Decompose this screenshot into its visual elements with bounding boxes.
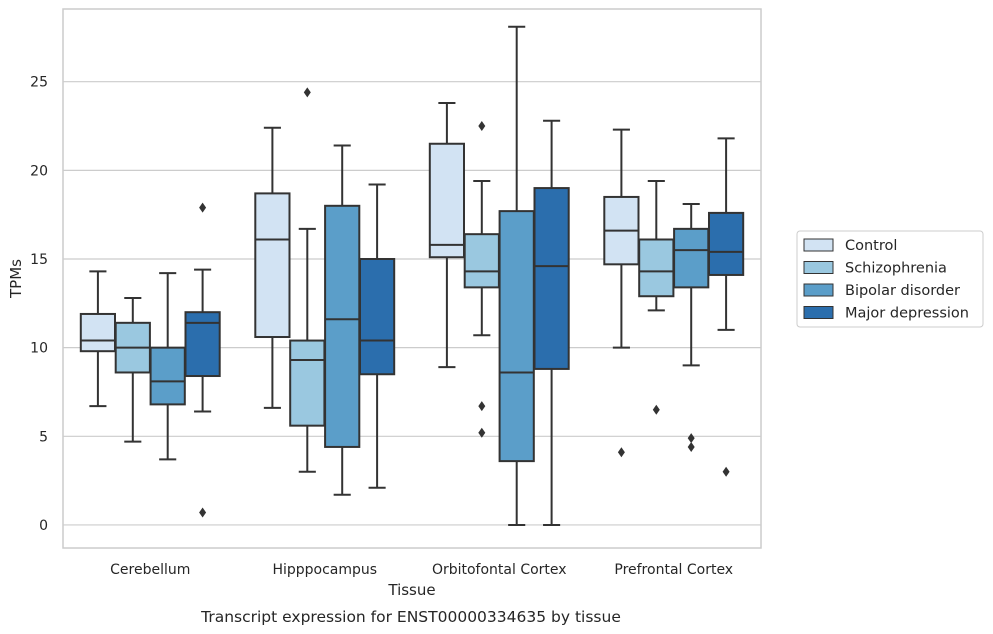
y-tick-label: 10 (30, 341, 48, 357)
outlier-point (687, 441, 695, 452)
box (533, 187, 570, 370)
y-tick-labels: 0 5 10 15 20 25 (30, 75, 48, 534)
legend-entry: Schizophrenia (845, 261, 947, 277)
outlier-point (722, 466, 730, 477)
x-tick-labels: Cerebellum Hipppocampus Orbitofontal Corte… (110, 562, 733, 578)
outlier-point (199, 507, 207, 518)
box-group (289, 87, 326, 473)
box-group (358, 183, 396, 489)
legend-entry: Bipolar disorder (845, 283, 960, 299)
box-group (324, 144, 361, 496)
box-group (638, 179, 675, 415)
box-group (428, 101, 466, 369)
box (254, 192, 291, 339)
figure-caption: Transcript expression for ENST0000033463… (200, 608, 621, 626)
outlier-point (478, 401, 486, 412)
box (324, 204, 361, 448)
box-group (603, 128, 640, 458)
y-tick-label: 5 (39, 429, 48, 445)
legend: Control Schizophrenia Bipolar disorder Majo… (796, 230, 984, 328)
box (428, 142, 466, 259)
box-group (533, 119, 570, 526)
box-group (673, 203, 710, 452)
outlier-point (199, 202, 207, 213)
box-group (114, 297, 151, 443)
outlier-point (652, 404, 660, 415)
box (498, 210, 535, 463)
legend-swatch (803, 238, 834, 252)
legend-swatch (803, 283, 834, 297)
legend-frame (796, 230, 984, 328)
box (358, 257, 396, 376)
box (79, 312, 117, 353)
box-group (498, 25, 535, 526)
x-tick-label: Cerebellum (110, 562, 190, 578)
x-tick-label: Orbitofontal Cortex (432, 562, 567, 578)
box (463, 233, 500, 289)
outlier-point (303, 87, 311, 98)
y-tick-label: 20 (30, 163, 48, 179)
box-group (184, 202, 221, 518)
x-axis-label: Tissue (387, 581, 435, 599)
x-tick-label: Hipppocampus (272, 562, 377, 578)
outlier-point (617, 447, 625, 458)
box-group (707, 137, 745, 477)
legend-swatch (803, 306, 834, 319)
y-tick-label: 15 (30, 252, 48, 268)
plot-frame (62, 8, 762, 549)
box-group (254, 126, 291, 409)
box-group (79, 270, 117, 408)
box (638, 238, 675, 298)
boxes (79, 25, 745, 526)
y-tick-label: 25 (30, 75, 48, 91)
box-group (149, 272, 186, 461)
box-group (463, 121, 500, 438)
y-tick-label: 0 (39, 518, 48, 534)
box (184, 311, 221, 378)
legend-entry: Major depression (845, 306, 969, 322)
box (289, 339, 326, 427)
outlier-point (478, 121, 486, 132)
box (149, 346, 186, 406)
y-axis-label: TPMs (7, 259, 25, 299)
x-tick-label: Prefrontal Cortex (614, 562, 733, 578)
box (707, 211, 745, 276)
outlier-point (687, 433, 695, 444)
legend-entry: Control (845, 238, 897, 254)
box (673, 227, 710, 289)
legend-swatch (803, 261, 834, 274)
outlier-point (478, 427, 486, 438)
